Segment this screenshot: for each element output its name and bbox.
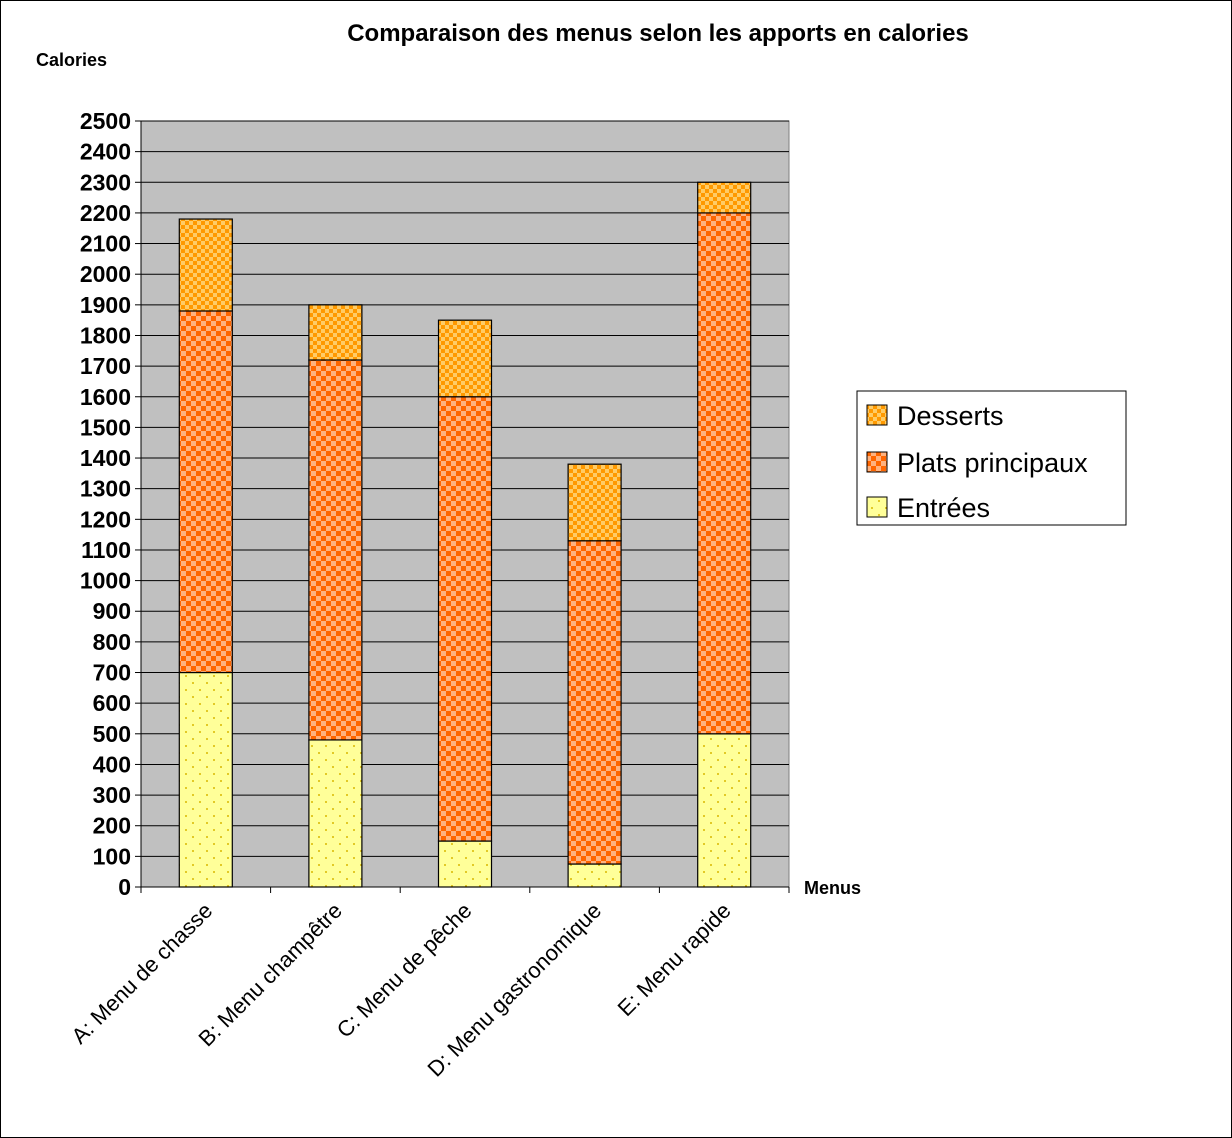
x-tick-label: B: Menu champêtre <box>194 898 347 1051</box>
y-tick-label: 1400 <box>80 445 131 471</box>
y-tick-label: 700 <box>93 660 131 686</box>
y-tick-label: 500 <box>93 721 131 747</box>
legend-box <box>856 390 1127 526</box>
y-axis-label: Calories <box>36 50 107 70</box>
bar-segment <box>437 840 493 888</box>
bar-segment <box>308 359 363 741</box>
y-tick-label: 1100 <box>81 537 131 563</box>
bar-segment <box>178 310 233 674</box>
x-axis-label: Menus <box>804 878 861 898</box>
bar-segment <box>437 319 493 398</box>
y-tick-label: 600 <box>93 690 131 716</box>
bar-segment <box>178 218 233 312</box>
y-tick-label: 0 <box>118 874 131 900</box>
bar-segment <box>567 863 622 888</box>
bars <box>178 181 752 888</box>
legend-label: Entrées <box>897 493 990 523</box>
legend-swatch <box>866 496 888 518</box>
y-tick-label: 1800 <box>80 322 131 348</box>
x-tick-label: C: Menu de pêche <box>332 898 477 1043</box>
y-tick-label: 1200 <box>80 506 131 532</box>
bar-segment <box>308 304 363 361</box>
y-tick-label: 100 <box>93 843 131 869</box>
legend: Desserts Plats principaux Entrées <box>856 390 1127 526</box>
y-tick-label: 1900 <box>80 292 131 318</box>
bar-segment <box>437 396 493 842</box>
y-tick-label: 900 <box>93 598 131 624</box>
bar-segment <box>567 463 622 542</box>
bar-segment <box>178 671 233 888</box>
legend-label: Plats principaux <box>897 448 1088 478</box>
y-tick-label: 1500 <box>80 414 131 440</box>
legend-swatch <box>866 451 888 473</box>
bar-segment <box>308 739 363 888</box>
x-tick-label: E: Menu rapide <box>613 898 736 1021</box>
y-tick-label: 1700 <box>80 353 131 379</box>
y-tick-labels: 0 100 200 300 400 500 600 700 800 900 1000 1100 1200… <box>80 108 141 900</box>
y-tick-label: 2000 <box>80 261 131 287</box>
x-tick-label: A: Menu de chasse <box>66 898 217 1049</box>
y-tick-label: 2500 <box>80 108 131 134</box>
y-tick-label: 1600 <box>80 384 131 410</box>
bar-segment <box>697 181 752 214</box>
y-tick-label: 1000 <box>80 568 131 594</box>
bar-segment <box>697 212 752 735</box>
y-tick-label: 2200 <box>80 200 131 226</box>
y-tick-label: 200 <box>93 813 131 839</box>
y-tick-label: 300 <box>93 782 131 808</box>
bar-segment <box>697 733 752 888</box>
y-tick-label: 2100 <box>80 231 131 257</box>
y-tick-label: 2400 <box>80 139 131 165</box>
y-tick-label: 400 <box>93 751 131 777</box>
y-tick-label: 800 <box>93 629 131 655</box>
axes <box>140 121 789 888</box>
y-tick-label: 1300 <box>80 476 131 502</box>
legend-label: Desserts <box>897 401 1004 431</box>
chart-title: Comparaison des menus selon les apports … <box>347 20 969 47</box>
legend-swatch <box>866 404 888 426</box>
y-tick-label: 2300 <box>80 169 131 195</box>
bar-segment <box>567 540 622 865</box>
